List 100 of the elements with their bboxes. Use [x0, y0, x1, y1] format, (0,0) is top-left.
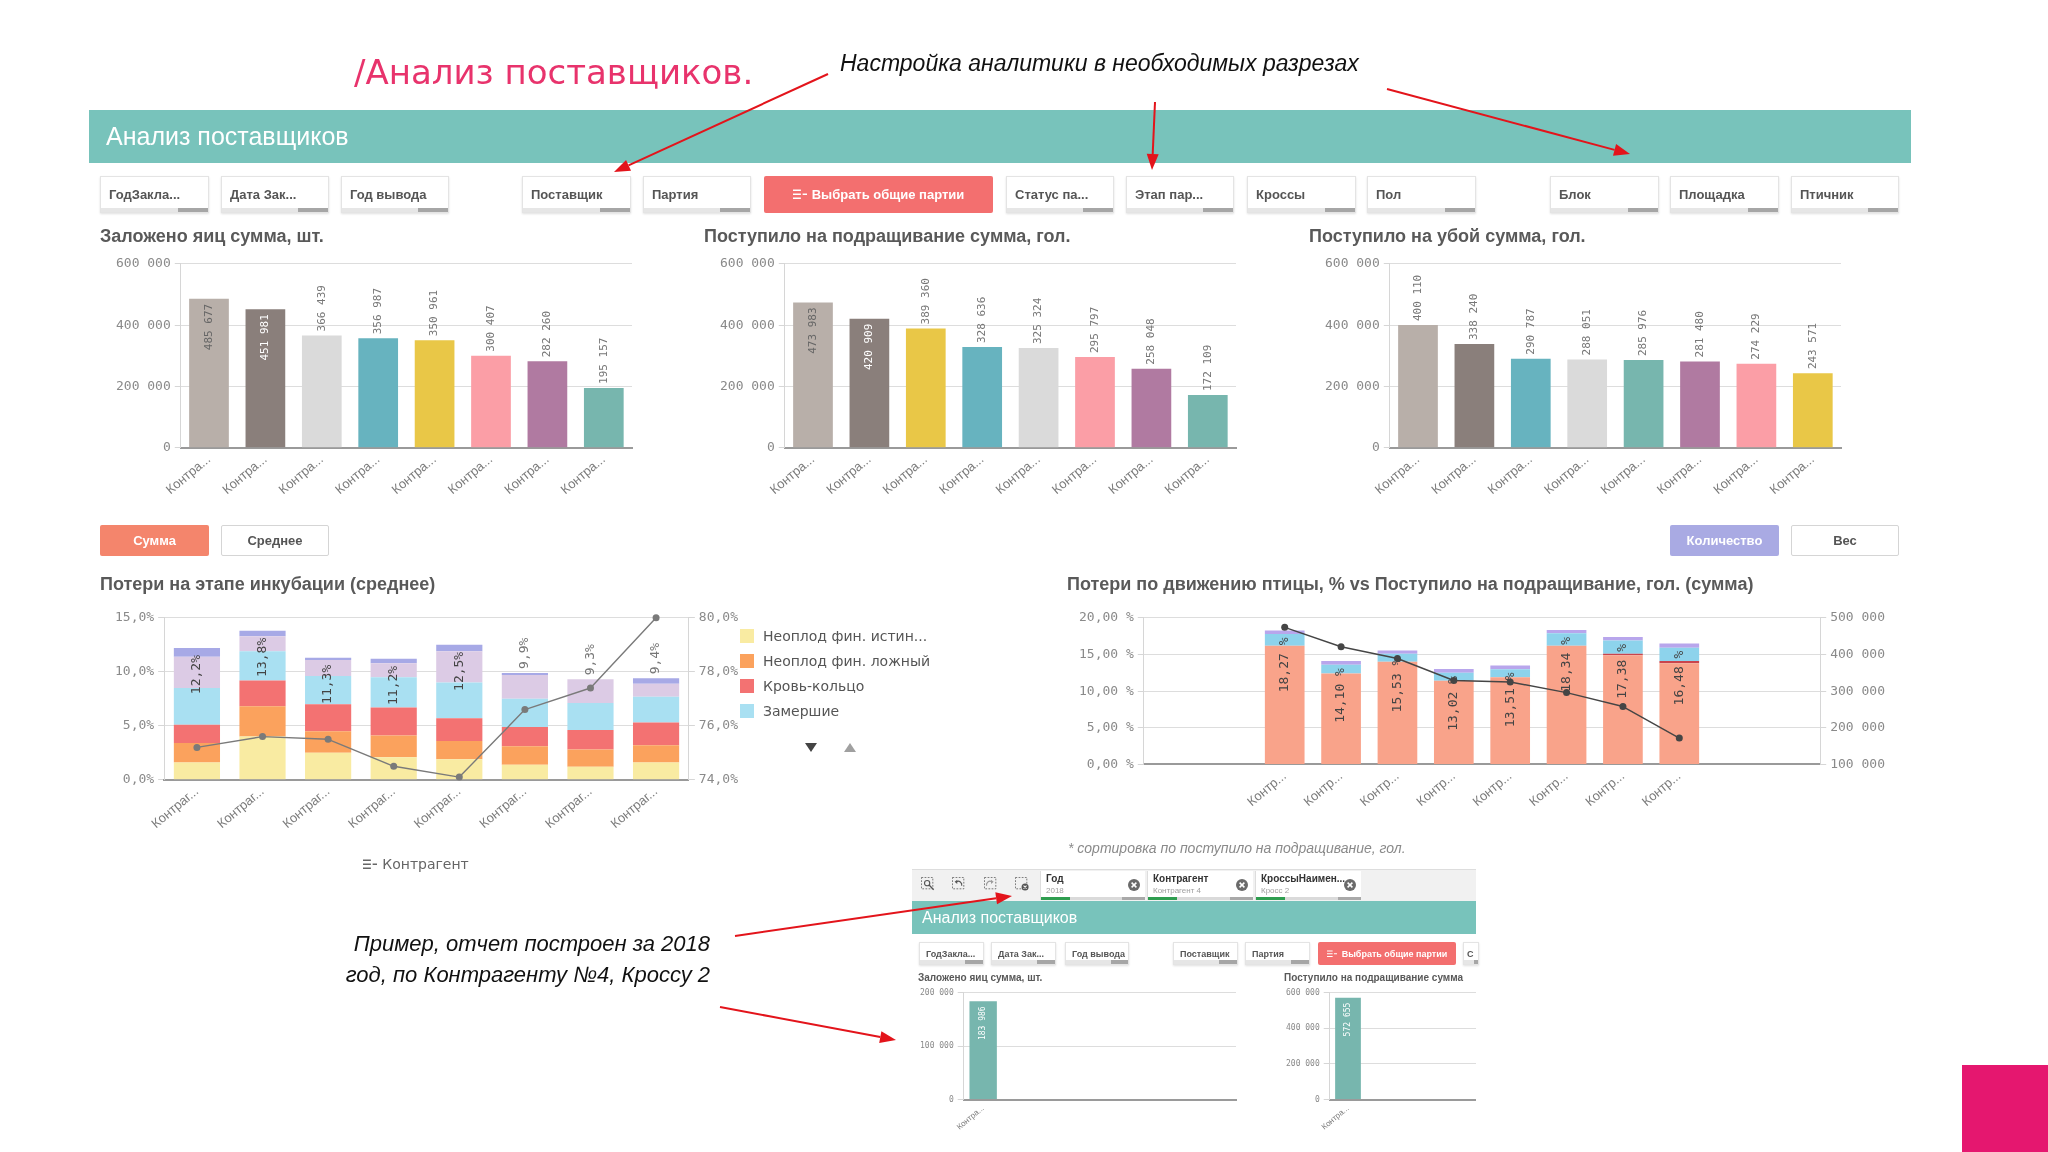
bar [245, 309, 286, 448]
legend-label: Неоплод фин. ложный [763, 652, 931, 669]
y-tick-label: 600 000 [1324, 255, 1380, 271]
data-label: 389 360 [918, 278, 932, 325]
y2-tick-label: 80,0% [698, 609, 739, 625]
bar [173, 724, 221, 744]
total-label: 9,3% [581, 643, 597, 676]
chart-title: Поступило на убой сумма, гол. [1309, 226, 1586, 247]
total-label: 13,51 % [1501, 672, 1517, 728]
data-label: 195 157 [596, 337, 610, 384]
bar [370, 658, 417, 664]
y-tick-label: 0 [766, 439, 775, 455]
y-tick-label: 20,00 % [1078, 609, 1134, 625]
button: Поставщик [522, 176, 631, 213]
bar [1490, 665, 1531, 670]
bar [1321, 661, 1361, 665]
y-tick-label: 200 000 [1286, 1059, 1320, 1069]
bar [501, 764, 548, 780]
bar [358, 338, 399, 448]
button: Год вывода [341, 176, 449, 213]
bar [239, 736, 286, 780]
y-tick-label: 600 000 [719, 255, 775, 271]
bar [527, 361, 568, 448]
y2-tick-label: 400 000 [1830, 645, 1886, 661]
bar [471, 355, 511, 448]
button: Пол [1367, 176, 1476, 213]
legend-label: Кровь-кольцо [763, 677, 865, 694]
data-label: 281 480 [1692, 311, 1706, 358]
data-label: 183 986 [978, 1006, 988, 1041]
point [1619, 703, 1627, 711]
y-tick-label: 5,00 % [1086, 719, 1134, 735]
bar [567, 679, 614, 704]
button: ГодЗакла... [100, 176, 209, 213]
bar [1623, 360, 1664, 448]
y-tick-label: 400 000 [1286, 1023, 1320, 1033]
data-label: 328 636 [975, 296, 989, 344]
legend-label: Замершие [763, 702, 840, 719]
bar [849, 318, 890, 448]
bar [567, 749, 614, 767]
bar [632, 678, 680, 684]
bar [370, 735, 417, 758]
bar [436, 644, 483, 652]
total-label: 9,9% [516, 637, 532, 669]
selection-chip: КроссыНаимен... Кросс 2 [1255, 871, 1361, 900]
y-tick-label: 10,00 % [1078, 682, 1134, 698]
chart-title: Поступило на подращивание сумма, гол. [704, 226, 1071, 247]
y-tick-label: 400 000 [1324, 316, 1380, 332]
bar [1603, 655, 1643, 764]
bar [567, 730, 614, 750]
bar [905, 328, 946, 448]
bar [1736, 363, 1777, 448]
button: Количество [1670, 525, 1779, 556]
y2-tick-label: 200 000 [1830, 719, 1886, 735]
bar [1433, 668, 1474, 673]
bar [1131, 368, 1172, 448]
total-label: 13,8% [253, 637, 269, 677]
data-label: 258 048 [1144, 318, 1158, 365]
chart-title: Заложено яиц сумма, шт. [918, 972, 1043, 983]
data-label: 282 260 [540, 310, 554, 358]
bar [436, 740, 483, 760]
bar [632, 722, 680, 746]
bar [239, 630, 286, 637]
point [259, 733, 267, 741]
bar [370, 707, 417, 736]
total-label: 17,38 % [1614, 643, 1630, 699]
data-label: 290 787 [1523, 308, 1537, 355]
selection-chip: Год 2018 [1040, 871, 1145, 900]
bar [632, 762, 680, 780]
bar [1680, 361, 1720, 448]
y-tick-label: 5,0% [122, 717, 155, 733]
y-tick-label: 15,00 % [1078, 645, 1134, 661]
point [455, 773, 463, 781]
data-label: 243 571 [1805, 322, 1819, 370]
bar [1546, 629, 1587, 634]
bar [583, 387, 624, 448]
y-tick-label: 0 [162, 439, 171, 455]
x-axis-title: Контрагент [382, 856, 469, 872]
bar [305, 752, 352, 780]
bar [1510, 358, 1551, 448]
y-tick-label: 0 [1314, 1094, 1320, 1104]
button: Площадка [1670, 176, 1779, 213]
y-tick-label: 200 000 [920, 987, 954, 997]
chart-title: Заложено яиц сумма, шт. [100, 226, 324, 247]
chart-title: Потери на этапе инкубации (среднее) [100, 574, 436, 595]
button: Блок [1550, 176, 1659, 213]
button: Дата Зак... [991, 942, 1056, 965]
bar [501, 675, 548, 699]
point [324, 735, 332, 743]
bar [1659, 643, 1700, 648]
bar [632, 696, 680, 723]
data-label: 285 976 [1636, 309, 1650, 357]
point [193, 743, 201, 751]
y-tick-label: 400 000 [115, 316, 171, 332]
bar [501, 746, 548, 765]
bar [1398, 325, 1438, 448]
data-label: 366 439 [314, 285, 328, 332]
y2-tick-label: 300 000 [1830, 682, 1886, 698]
data-label: 300 407 [483, 305, 497, 352]
total-label: 18,27 % [1276, 637, 1292, 693]
legend-label: Неоплод фин. истин... [763, 627, 928, 644]
